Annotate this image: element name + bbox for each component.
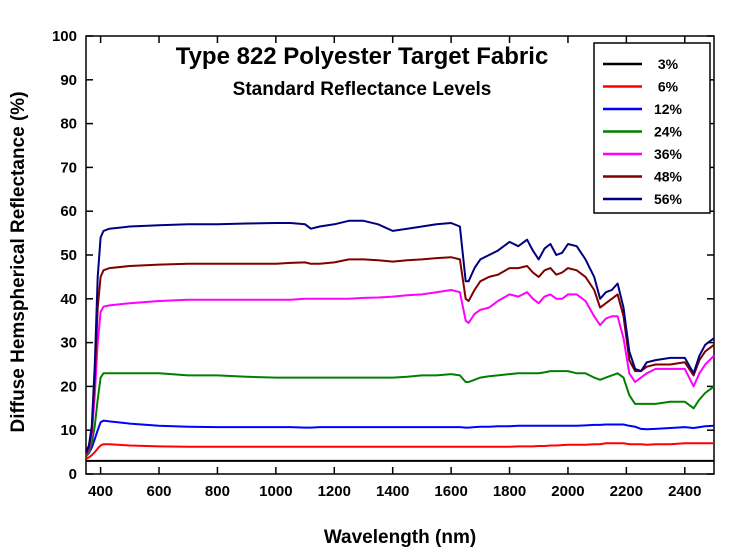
x-tick-label: 2200 <box>610 483 643 500</box>
x-axis-title: Wavelength (nm) <box>324 527 476 548</box>
y-tick-label: 20 <box>60 378 77 395</box>
x-tick-label: 2400 <box>668 483 701 500</box>
y-axis-title: Diffuse Hemspherical Reflectance (%) <box>8 91 29 432</box>
series-line-6pct <box>85 442 714 460</box>
y-tick-label: 100 <box>52 28 77 45</box>
x-tick-label: 1400 <box>376 483 409 500</box>
y-tick-label: 30 <box>60 335 77 352</box>
legend-label: 3% <box>658 56 679 72</box>
x-tick-label: 1600 <box>434 483 467 500</box>
x-tick-label: 1800 <box>493 483 526 500</box>
y-tick-label: 90 <box>60 72 77 89</box>
y-tick-label: 80 <box>60 116 77 133</box>
legend-items: 3% 6% 12% 24% 36% 48% 56% <box>603 56 683 207</box>
x-axis-ticks: 400 600 800 1000 1200 1400 1600 1800 2000 2200 240… <box>88 36 701 500</box>
y-tick-label: 60 <box>60 203 77 220</box>
x-tick-label: 600 <box>147 483 172 500</box>
legend-label: 24% <box>654 124 683 140</box>
x-tick-label: 800 <box>205 483 230 500</box>
series-line-12pct <box>85 419 715 458</box>
x-tick-label: 1200 <box>318 483 351 500</box>
legend-label: 48% <box>654 169 683 185</box>
series-lines <box>85 219 715 462</box>
legend: 3% 6% 12% 24% 36% 48% 56% <box>593 42 711 214</box>
legend-label: 56% <box>654 191 683 207</box>
series-line-36pct <box>85 289 715 455</box>
series-line-56pct <box>85 219 715 453</box>
series-line-48pct <box>85 256 715 455</box>
y-tick-label: 70 <box>60 159 77 176</box>
y-tick-label: 0 <box>69 466 77 483</box>
y-tick-label: 40 <box>60 291 77 308</box>
x-tick-label: 2000 <box>551 483 584 500</box>
y-tick-label: 50 <box>60 247 77 264</box>
series-line-24pct <box>85 370 715 458</box>
legend-box <box>593 42 711 214</box>
legend-label: 6% <box>658 79 679 95</box>
chart-subtitle: Standard Reflectance Levels <box>233 79 492 100</box>
legend-label: 36% <box>654 146 683 162</box>
chart-title: Type 822 Polyester Target Fabric <box>176 43 549 70</box>
x-tick-label: 1000 <box>259 483 292 500</box>
x-tick-label: 400 <box>88 483 113 500</box>
y-axis-ticks: 0 10 20 30 40 50 60 70 80 90 100 <box>52 28 714 483</box>
legend-label: 12% <box>654 101 683 117</box>
y-tick-label: 10 <box>60 422 77 439</box>
